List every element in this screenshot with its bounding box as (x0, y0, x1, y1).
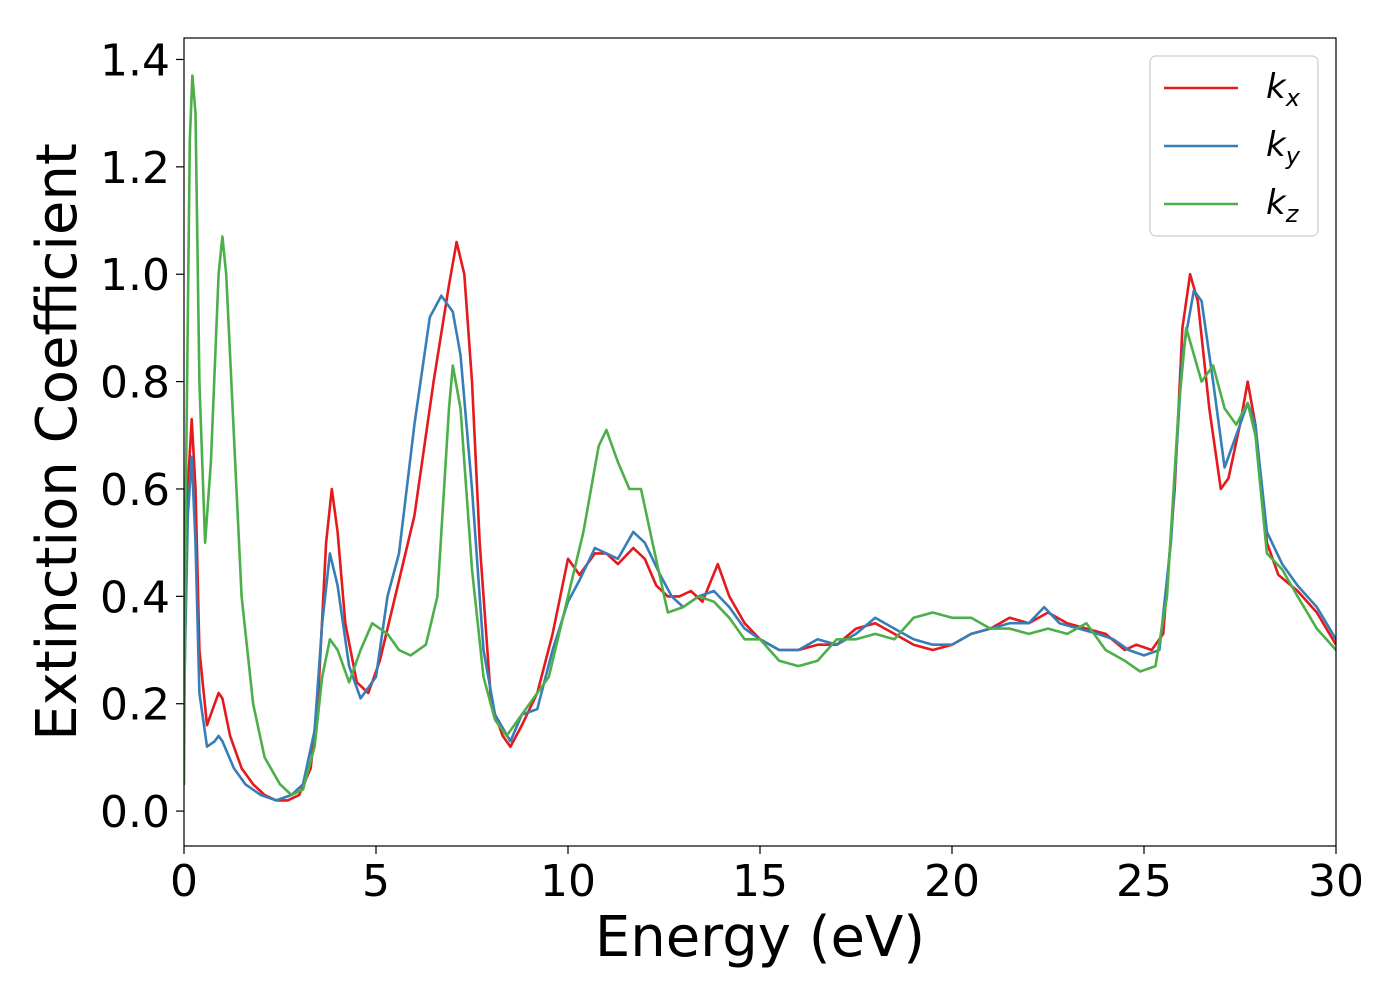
y-axis-ticks: 0.0 0.2 0.4 0.6 0.8 1.0 1.2 1.4 (100, 35, 184, 838)
y-axis-title: Extinction Coefficient (25, 143, 90, 741)
x-tick-label: 10 (540, 856, 596, 907)
y-tick-label: 0.0 (100, 787, 170, 838)
y-tick-label: 0.2 (100, 680, 170, 731)
y-tick-label: 1.2 (100, 143, 170, 194)
y-tick-label: 1.0 (100, 250, 170, 301)
series-line-ky (184, 289, 1336, 802)
x-tick-label: 20 (924, 856, 980, 907)
y-tick-label: 0.4 (100, 572, 170, 623)
x-tick-label: 30 (1308, 856, 1364, 907)
y-tick-label: 1.4 (100, 35, 170, 86)
series-line-kx (184, 240, 1336, 802)
x-axis-title: Energy (eV) (595, 905, 925, 970)
x-tick-label: 5 (362, 856, 390, 907)
x-tick-label: 0 (170, 856, 198, 907)
series-lines (184, 74, 1336, 802)
series-line-kz (184, 74, 1336, 797)
y-tick-label: 0.8 (100, 358, 170, 409)
x-axis-ticks: 0 5 10 15 20 25 30 (170, 846, 1364, 907)
x-tick-label: 25 (1116, 856, 1172, 907)
y-tick-label: 0.6 (100, 465, 170, 516)
x-tick-label: 15 (732, 856, 788, 907)
